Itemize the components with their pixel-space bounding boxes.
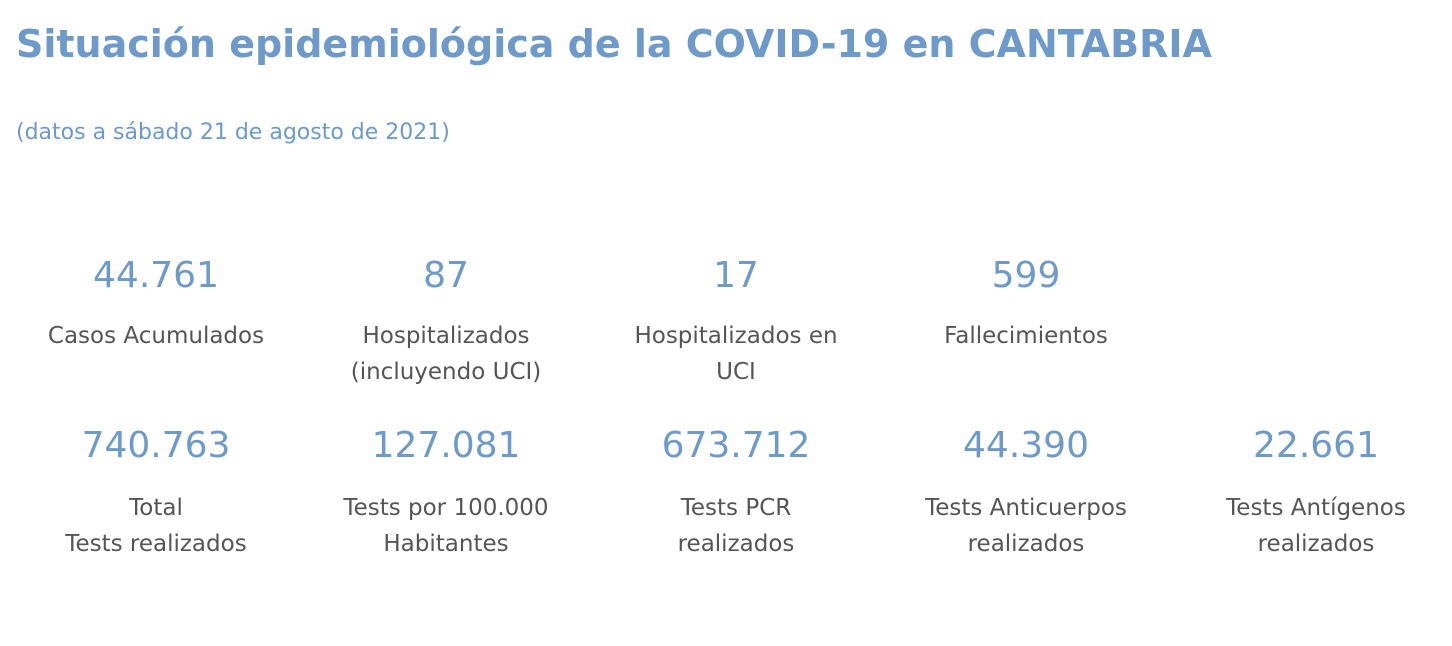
stat-tests-pcr: 673.712 Tests PCR realizados <box>591 424 881 562</box>
stat-casos-acumulados: 44.761 Casos Acumulados <box>11 254 301 354</box>
stat-value: 599 <box>991 255 1061 296</box>
stat-value: 17 <box>713 255 759 296</box>
stat-fallecimientos: 599 Fallecimientos <box>881 254 1171 354</box>
stat-label: Hospitalizados (incluyendo UCI) <box>350 323 542 385</box>
stat-hospitalizados: 87 Hospitalizados (incluyendo UCI) <box>301 254 591 390</box>
stat-label: Tests PCR realizados <box>677 495 795 557</box>
stat-hospitalizados-uci: 17 Hospitalizados en UCI <box>591 254 881 390</box>
stat-label: Fallecimientos <box>944 323 1108 349</box>
stat-label: Tests Antígenos realizados <box>1226 495 1406 557</box>
date-subtitle: (datos a sábado 21 de agosto de 2021) <box>16 120 450 145</box>
stat-label: Hospitalizados en UCI <box>634 323 838 385</box>
stat-tests-por-100000: 127.081 Tests por 100.000 Habitantes <box>301 424 591 562</box>
stat-value: 22.661 <box>1253 425 1379 466</box>
stat-total-tests: 740.763 Total Tests realizados <box>11 424 301 562</box>
stat-tests-antigenos: 22.661 Tests Antígenos realizados <box>1171 424 1452 562</box>
stat-value: 673.712 <box>661 425 811 466</box>
stat-value: 44.761 <box>93 255 219 296</box>
page-title: Situación epidemiológica de la COVID-19 … <box>16 22 1212 66</box>
stat-value: 87 <box>423 255 469 296</box>
stat-label: Tests por 100.000 Habitantes <box>343 495 549 557</box>
stat-label: Total Tests realizados <box>65 495 247 557</box>
stat-tests-anticuerpos: 44.390 Tests Anticuerpos realizados <box>881 424 1171 562</box>
stat-value: 44.390 <box>963 425 1089 466</box>
stat-label: Casos Acumulados <box>47 323 265 349</box>
stat-value: 740.763 <box>81 425 231 466</box>
stat-label: Tests Anticuerpos realizados <box>925 495 1127 557</box>
stat-value: 127.081 <box>371 425 521 466</box>
